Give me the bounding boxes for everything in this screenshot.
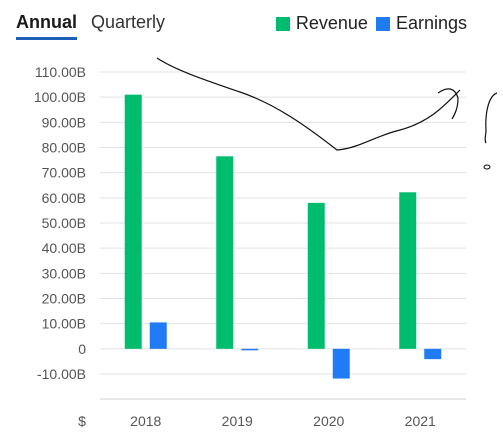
x-tick-label: 2020: [313, 413, 344, 429]
y-tick-label: 80.00B: [42, 140, 86, 156]
x-axis-ticks: 2018 2019 2020 2021: [130, 413, 436, 429]
bar-revenue-2019[interactable]: [216, 156, 234, 349]
handwritten-bracket: [484, 92, 498, 144]
legend-label-earnings: Earnings: [395, 13, 467, 33]
bar-revenue-2020[interactable]: [307, 202, 325, 349]
y-tick-label: 60.00B: [42, 190, 86, 206]
legend-item-revenue[interactable]: Revenue: [275, 13, 368, 34]
revenue-swatch: [275, 16, 290, 31]
earnings-swatch: [375, 16, 390, 31]
legend-label-revenue: Revenue: [295, 13, 368, 33]
bar-revenue-2021[interactable]: [399, 192, 417, 349]
y-tick-label: 110.00B: [35, 64, 86, 80]
currency-label: $: [78, 413, 86, 429]
y-tick-label: 70.00B: [42, 165, 86, 181]
bar-revenue-2018[interactable]: [124, 94, 142, 349]
bar-earnings-2018[interactable]: [149, 322, 167, 349]
y-tick-label: 90.00B: [42, 114, 86, 130]
grid-lines: [100, 71, 466, 375]
y-tick-label: 40.00B: [42, 240, 86, 256]
y-axis-ticks: 110.00B 100.00B 90.00B 80.00B 70.00B 60.00B 50…: [34, 64, 86, 382]
bar-earnings-2021[interactable]: [424, 348, 442, 360]
x-tick-label: 2021: [405, 413, 436, 429]
y-tick-label: 30.00B: [42, 265, 86, 281]
y-tick-label: 10.00B: [42, 316, 86, 332]
y-tick-label: 0: [78, 341, 86, 357]
tab-annual[interactable]: Annual: [16, 12, 77, 40]
chart-legend: Revenue Earnings: [275, 13, 467, 34]
y-tick-label: 100.00B: [34, 89, 86, 105]
period-tabs: Annual Quarterly: [16, 12, 165, 40]
y-tick-label: 50.00B: [42, 215, 86, 231]
tab-quarterly[interactable]: Quarterly: [91, 12, 166, 32]
y-tick-label: 20.00B: [42, 291, 86, 307]
x-tick-label: 2019: [222, 413, 253, 429]
bar-earnings-2019[interactable]: [241, 348, 259, 351]
handwritten-arrow-hook: [437, 88, 459, 120]
x-tick-label: 2018: [130, 413, 161, 429]
bars: [124, 94, 442, 379]
handwritten-scribble: [156, 57, 461, 151]
y-tick-label: -10.00B: [37, 366, 86, 382]
handwritten-dot: [483, 164, 491, 170]
legend-item-earnings[interactable]: Earnings: [375, 13, 467, 34]
bar-earnings-2020[interactable]: [332, 348, 350, 379]
